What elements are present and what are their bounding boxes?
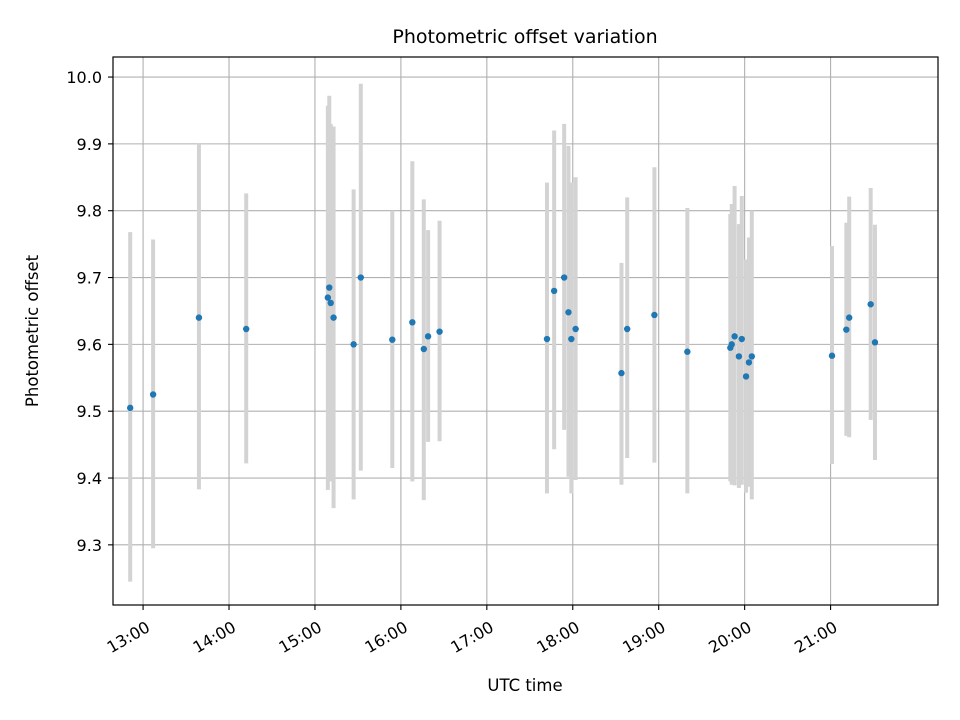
data-point <box>735 353 743 360</box>
data-point <box>560 274 568 281</box>
data-point <box>843 326 850 333</box>
data-point <box>742 373 750 380</box>
data-point <box>728 341 735 348</box>
axis-ticks <box>108 76 832 610</box>
data-point <box>845 314 853 321</box>
data-point <box>828 352 836 359</box>
data-point <box>149 391 157 398</box>
data-point <box>684 348 691 355</box>
x-axis-label: UTC time <box>487 676 562 695</box>
data-point <box>409 319 416 326</box>
data-point <box>327 299 334 307</box>
data-point <box>330 314 337 321</box>
data-point <box>243 325 250 333</box>
data-point <box>195 314 203 321</box>
data-point <box>389 336 396 343</box>
data-point <box>871 339 879 346</box>
plot-frame <box>112 56 939 606</box>
y-tick-label: 9.7 <box>77 269 102 288</box>
data-point <box>572 325 579 333</box>
data-point <box>651 311 658 319</box>
data-point <box>623 325 631 333</box>
data-point <box>565 309 572 316</box>
data-points <box>126 274 879 412</box>
y-tick-label: 9.3 <box>77 536 102 555</box>
y-tick-label: 9.8 <box>77 202 102 221</box>
data-point <box>748 353 756 360</box>
y-tick-labels: 9.3 9.4 9.5 9.6 9.7 9.8 9.9 10.0 <box>66 68 102 555</box>
chart-title: Photometric offset variation <box>392 26 657 48</box>
y-tick-label: 10.0 <box>66 68 102 87</box>
data-point <box>568 335 575 343</box>
y-tick-label: 9.4 <box>77 469 102 488</box>
data-point <box>867 301 874 308</box>
data-point <box>618 369 625 377</box>
data-point <box>326 284 333 291</box>
data-point <box>350 341 357 348</box>
data-point <box>126 404 134 412</box>
data-point <box>543 335 551 343</box>
data-point <box>324 294 332 301</box>
y-tick-label: 9.9 <box>77 135 102 154</box>
data-point <box>731 333 738 340</box>
data-point <box>420 345 428 353</box>
data-point <box>738 335 745 343</box>
data-point <box>357 274 364 281</box>
y-axis-label: Photometric offset <box>23 254 42 407</box>
data-point <box>550 287 558 295</box>
data-point <box>745 359 753 366</box>
data-point <box>436 328 443 335</box>
y-tick-label: 9.6 <box>77 335 102 354</box>
data-point <box>424 333 432 340</box>
y-tick-label: 9.5 <box>77 402 102 421</box>
